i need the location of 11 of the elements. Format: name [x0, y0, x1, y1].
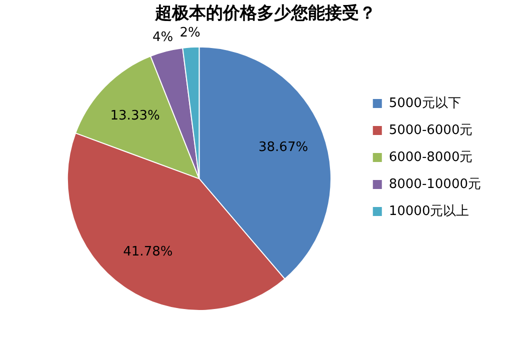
data-label: 38.67% — [258, 140, 308, 156]
legend-label: 5000-6000元 — [388, 122, 473, 138]
legend-label: 8000-10000元 — [388, 176, 482, 192]
data-label: 41.78% — [123, 244, 173, 260]
data-label: 4% — [152, 30, 174, 45]
legend-label: 10000元以上 — [388, 204, 470, 219]
data-label: 13.33% — [110, 108, 160, 124]
chart-title: 超极本的价格多少您能接受？ — [154, 4, 376, 24]
data-label: 2% — [180, 26, 200, 41]
legend-label: 5000元以下 — [388, 96, 461, 111]
legend-label: 6000-8000元 — [388, 150, 473, 165]
